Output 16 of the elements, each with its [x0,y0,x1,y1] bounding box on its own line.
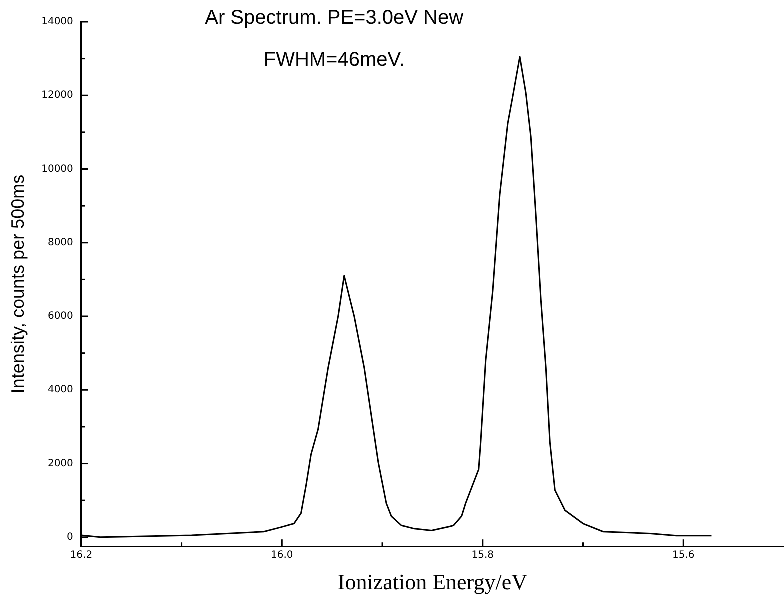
y-tick-label: 14000 [42,16,74,28]
x-tick-label: 16.2 [70,550,93,562]
x-tick-label: 15.6 [672,550,695,562]
y-tick-label: 6000 [48,311,74,322]
text: FWHM=46meV. [264,49,405,71]
y-tick-label: 8000 [48,237,74,248]
x-tick-label: 15.8 [472,550,494,562]
y-tick-label: 2000 [48,458,74,470]
y-axis-title: Intensity, counts per 500ms [8,174,28,394]
x-axis-title: Ionization Energy/eV [338,570,528,595]
x-tick-label: 16.0 [271,550,294,562]
y-tick-label: 10000 [42,164,74,175]
y-tick-label: 4000 [48,384,74,396]
y-tick-label: 12000 [42,90,74,102]
chart-title: Ar Spectrum. PE=3.0eV New [205,7,464,29]
y-tick-label: 0 [67,532,74,543]
